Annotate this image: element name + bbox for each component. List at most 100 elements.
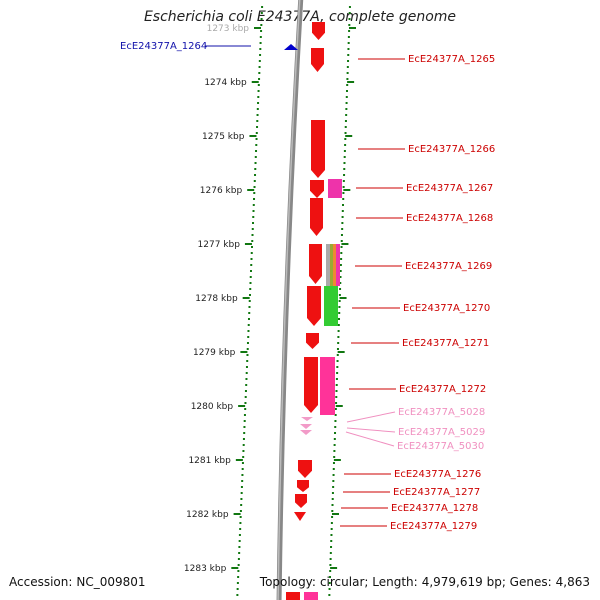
inner-scale-dot xyxy=(250,252,253,254)
outer-scale-dot xyxy=(343,168,346,170)
outer-scale-dot xyxy=(335,384,338,386)
outer-scale-dot xyxy=(348,18,351,20)
gene-label[interactable]: EcE24377A_5028 xyxy=(398,407,485,418)
outer-scale-dot xyxy=(330,546,333,548)
gene-arrow[interactable] xyxy=(311,120,325,178)
gene-block[interactable] xyxy=(333,244,336,286)
gene-block[interactable] xyxy=(320,357,335,415)
outer-scale-dot xyxy=(328,576,331,578)
highlighted-gene[interactable] xyxy=(284,44,298,50)
gene-arrow[interactable] xyxy=(310,180,324,198)
outer-scale-dot xyxy=(331,498,334,500)
outer-scale-dot xyxy=(330,528,333,530)
inner-scale-dot xyxy=(254,174,257,176)
inner-scale-dot xyxy=(253,192,256,194)
gene-arrow[interactable] xyxy=(311,48,324,72)
inner-scale-dot xyxy=(249,282,252,284)
leader-line xyxy=(346,411,396,423)
outer-scale-dot xyxy=(343,156,346,158)
gene-block[interactable] xyxy=(304,592,318,600)
gene-label[interactable]: EcE24377A_1279 xyxy=(390,521,477,532)
length-value: 4,979,619 bp xyxy=(421,575,502,589)
outer-scale-dot xyxy=(344,120,347,122)
inner-scale-dot xyxy=(245,378,248,380)
gene-chevron[interactable] xyxy=(294,512,306,521)
inner-scale-dot xyxy=(245,384,248,386)
gene-label[interactable]: EcE24377A_1277 xyxy=(393,487,480,498)
inner-scale-dot xyxy=(258,66,261,68)
gene-chevron[interactable] xyxy=(300,424,312,429)
gene-arrow[interactable] xyxy=(304,357,318,413)
inner-scale-dot xyxy=(236,582,239,584)
gene-label[interactable]: EcE24377A_1271 xyxy=(402,338,489,349)
gene-arrow[interactable] xyxy=(306,333,319,349)
inner-scale-dot xyxy=(259,48,262,50)
outer-scale-dot xyxy=(334,420,337,422)
outer-scale-dot xyxy=(345,90,348,92)
scale-tick-label: 1276 kbp xyxy=(200,186,243,196)
gene-arrow[interactable] xyxy=(310,198,323,236)
leader-line xyxy=(345,431,395,447)
gene-arrow[interactable] xyxy=(295,494,307,508)
outer-scale-dot xyxy=(332,486,335,488)
inner-scale-dot xyxy=(243,414,246,416)
length-label: Length: xyxy=(372,575,418,589)
gene-arrow[interactable] xyxy=(298,460,312,478)
gene-label[interactable]: EcE24377A_1266 xyxy=(408,144,495,155)
gene-label[interactable]: EcE24377A_1278 xyxy=(391,503,478,514)
inner-scale-dot xyxy=(247,324,250,326)
gene-block[interactable] xyxy=(324,286,338,326)
inner-scale-dot xyxy=(257,90,260,92)
outer-scale-dot xyxy=(331,516,334,518)
outer-scale-dot xyxy=(342,180,345,182)
outer-scale-dot xyxy=(348,30,351,32)
gene-label[interactable]: EcE24377A_5030 xyxy=(397,441,484,452)
gene-arrow[interactable] xyxy=(309,244,322,284)
outer-scale-dot xyxy=(346,78,349,80)
gene-label[interactable]: EcE24377A_1272 xyxy=(399,384,486,395)
gene-arrow[interactable] xyxy=(312,22,325,40)
gene-label[interactable]: EcE24377A_1270 xyxy=(403,303,490,314)
inner-scale-dot xyxy=(257,96,260,98)
inner-scale-dot xyxy=(255,132,258,134)
outer-scale-dot xyxy=(337,336,340,338)
outer-scale-dot xyxy=(329,564,332,566)
inner-scale-dot xyxy=(249,270,252,272)
scale-tick-label: 1281 kbp xyxy=(188,456,231,466)
gene-block[interactable] xyxy=(326,244,330,286)
outer-scale-dot xyxy=(343,150,346,152)
inner-scale-dot xyxy=(237,558,240,560)
inner-scale-dot xyxy=(238,552,241,554)
outer-scale-dot xyxy=(330,534,333,536)
inner-scale-dot xyxy=(252,210,255,212)
gene-chevron[interactable] xyxy=(301,417,313,421)
scale-tick-label: 1280 kbp xyxy=(191,402,234,412)
gene-arrow[interactable] xyxy=(297,480,309,492)
scale-tick-label: 1279 kbp xyxy=(193,348,236,358)
gene-label[interactable]: EcE24377A_1265 xyxy=(408,54,495,65)
inner-scale-dot xyxy=(248,312,251,314)
outer-scale-dot xyxy=(339,288,342,290)
gene-arrow[interactable] xyxy=(307,286,321,326)
outer-scale-dot xyxy=(335,402,338,404)
gene-label[interactable]: EcE24377A_1268 xyxy=(406,213,493,224)
inner-scale-dot xyxy=(251,246,254,248)
genes-value: 4,863 xyxy=(555,575,590,589)
gene-label[interactable]: EcE24377A_1276 xyxy=(394,469,481,480)
outer-scale-dot xyxy=(331,504,334,506)
gene-label[interactable]: EcE24377A_1267 xyxy=(406,183,493,194)
gene-block[interactable] xyxy=(330,244,333,286)
inner-scale-dot xyxy=(237,564,240,566)
inner-scale-dot xyxy=(240,498,243,500)
gene-block[interactable] xyxy=(286,592,300,600)
gene-label[interactable]: EcE24377A_1269 xyxy=(405,261,492,272)
gene-label[interactable]: EcE24377A_1264 xyxy=(120,41,207,52)
outer-scale-dot xyxy=(339,276,342,278)
inner-scale-dot xyxy=(252,222,255,224)
outer-scale-dot xyxy=(345,96,348,98)
gene-block[interactable] xyxy=(336,244,340,286)
topology-value: circular xyxy=(319,575,365,589)
gene-block[interactable] xyxy=(328,179,342,198)
gene-label[interactable]: EcE24377A_5029 xyxy=(398,427,485,438)
gene-chevron[interactable] xyxy=(300,430,312,435)
